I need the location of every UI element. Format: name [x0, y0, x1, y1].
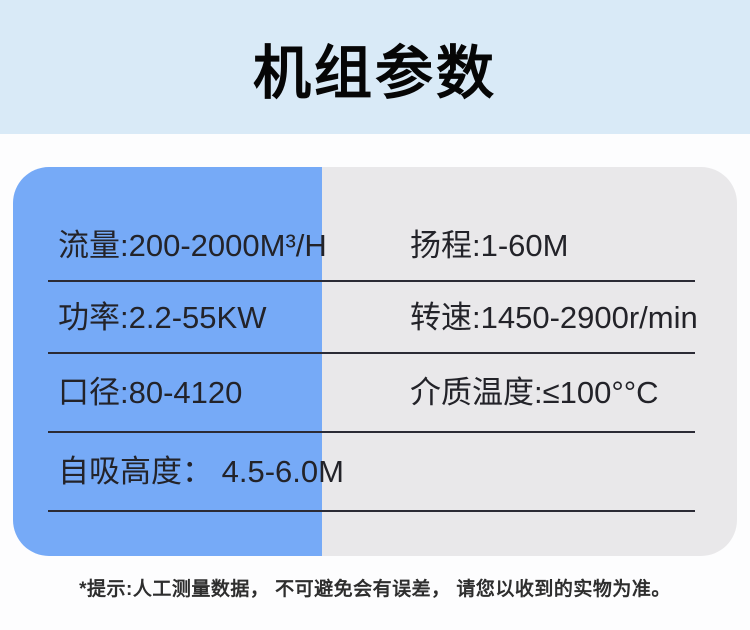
spec-table: 流量:200-2000M³/H 扬程:1-60M 功率:2.2-55KW 转速:…	[13, 167, 737, 556]
measurement-disclaimer: *提示:人工测量数据， 不可避免会有误差， 请您以收到的实物为准。	[79, 579, 671, 600]
table-row: 功率:2.2-55KW 转速:1450-2900r/min	[48, 282, 698, 354]
table-row: 口径:80-4120 介质温度:≤100°°C	[48, 354, 695, 433]
table-row: 流量:200-2000M³/H 扬程:1-60M	[48, 210, 695, 282]
spec-flow-rate: 流量:200-2000M³/H	[58, 227, 327, 263]
spec-medium-temperature: 介质温度:≤100°°C	[410, 375, 659, 410]
spec-self-priming-height: 自吸高度： 4.5-6.0M	[58, 454, 344, 489]
table-row: 自吸高度： 4.5-6.0M	[48, 433, 695, 512]
page-title: 机组参数	[252, 41, 497, 106]
spec-diameter: 口径:80-4120	[58, 375, 243, 410]
spec-rotation-speed: 转速:1450-2900r/min	[410, 299, 698, 335]
spec-power: 功率:2.2-55KW	[58, 299, 267, 335]
header-band: 机组参数	[0, 0, 750, 134]
spec-head: 扬程:1-60M	[410, 227, 569, 263]
